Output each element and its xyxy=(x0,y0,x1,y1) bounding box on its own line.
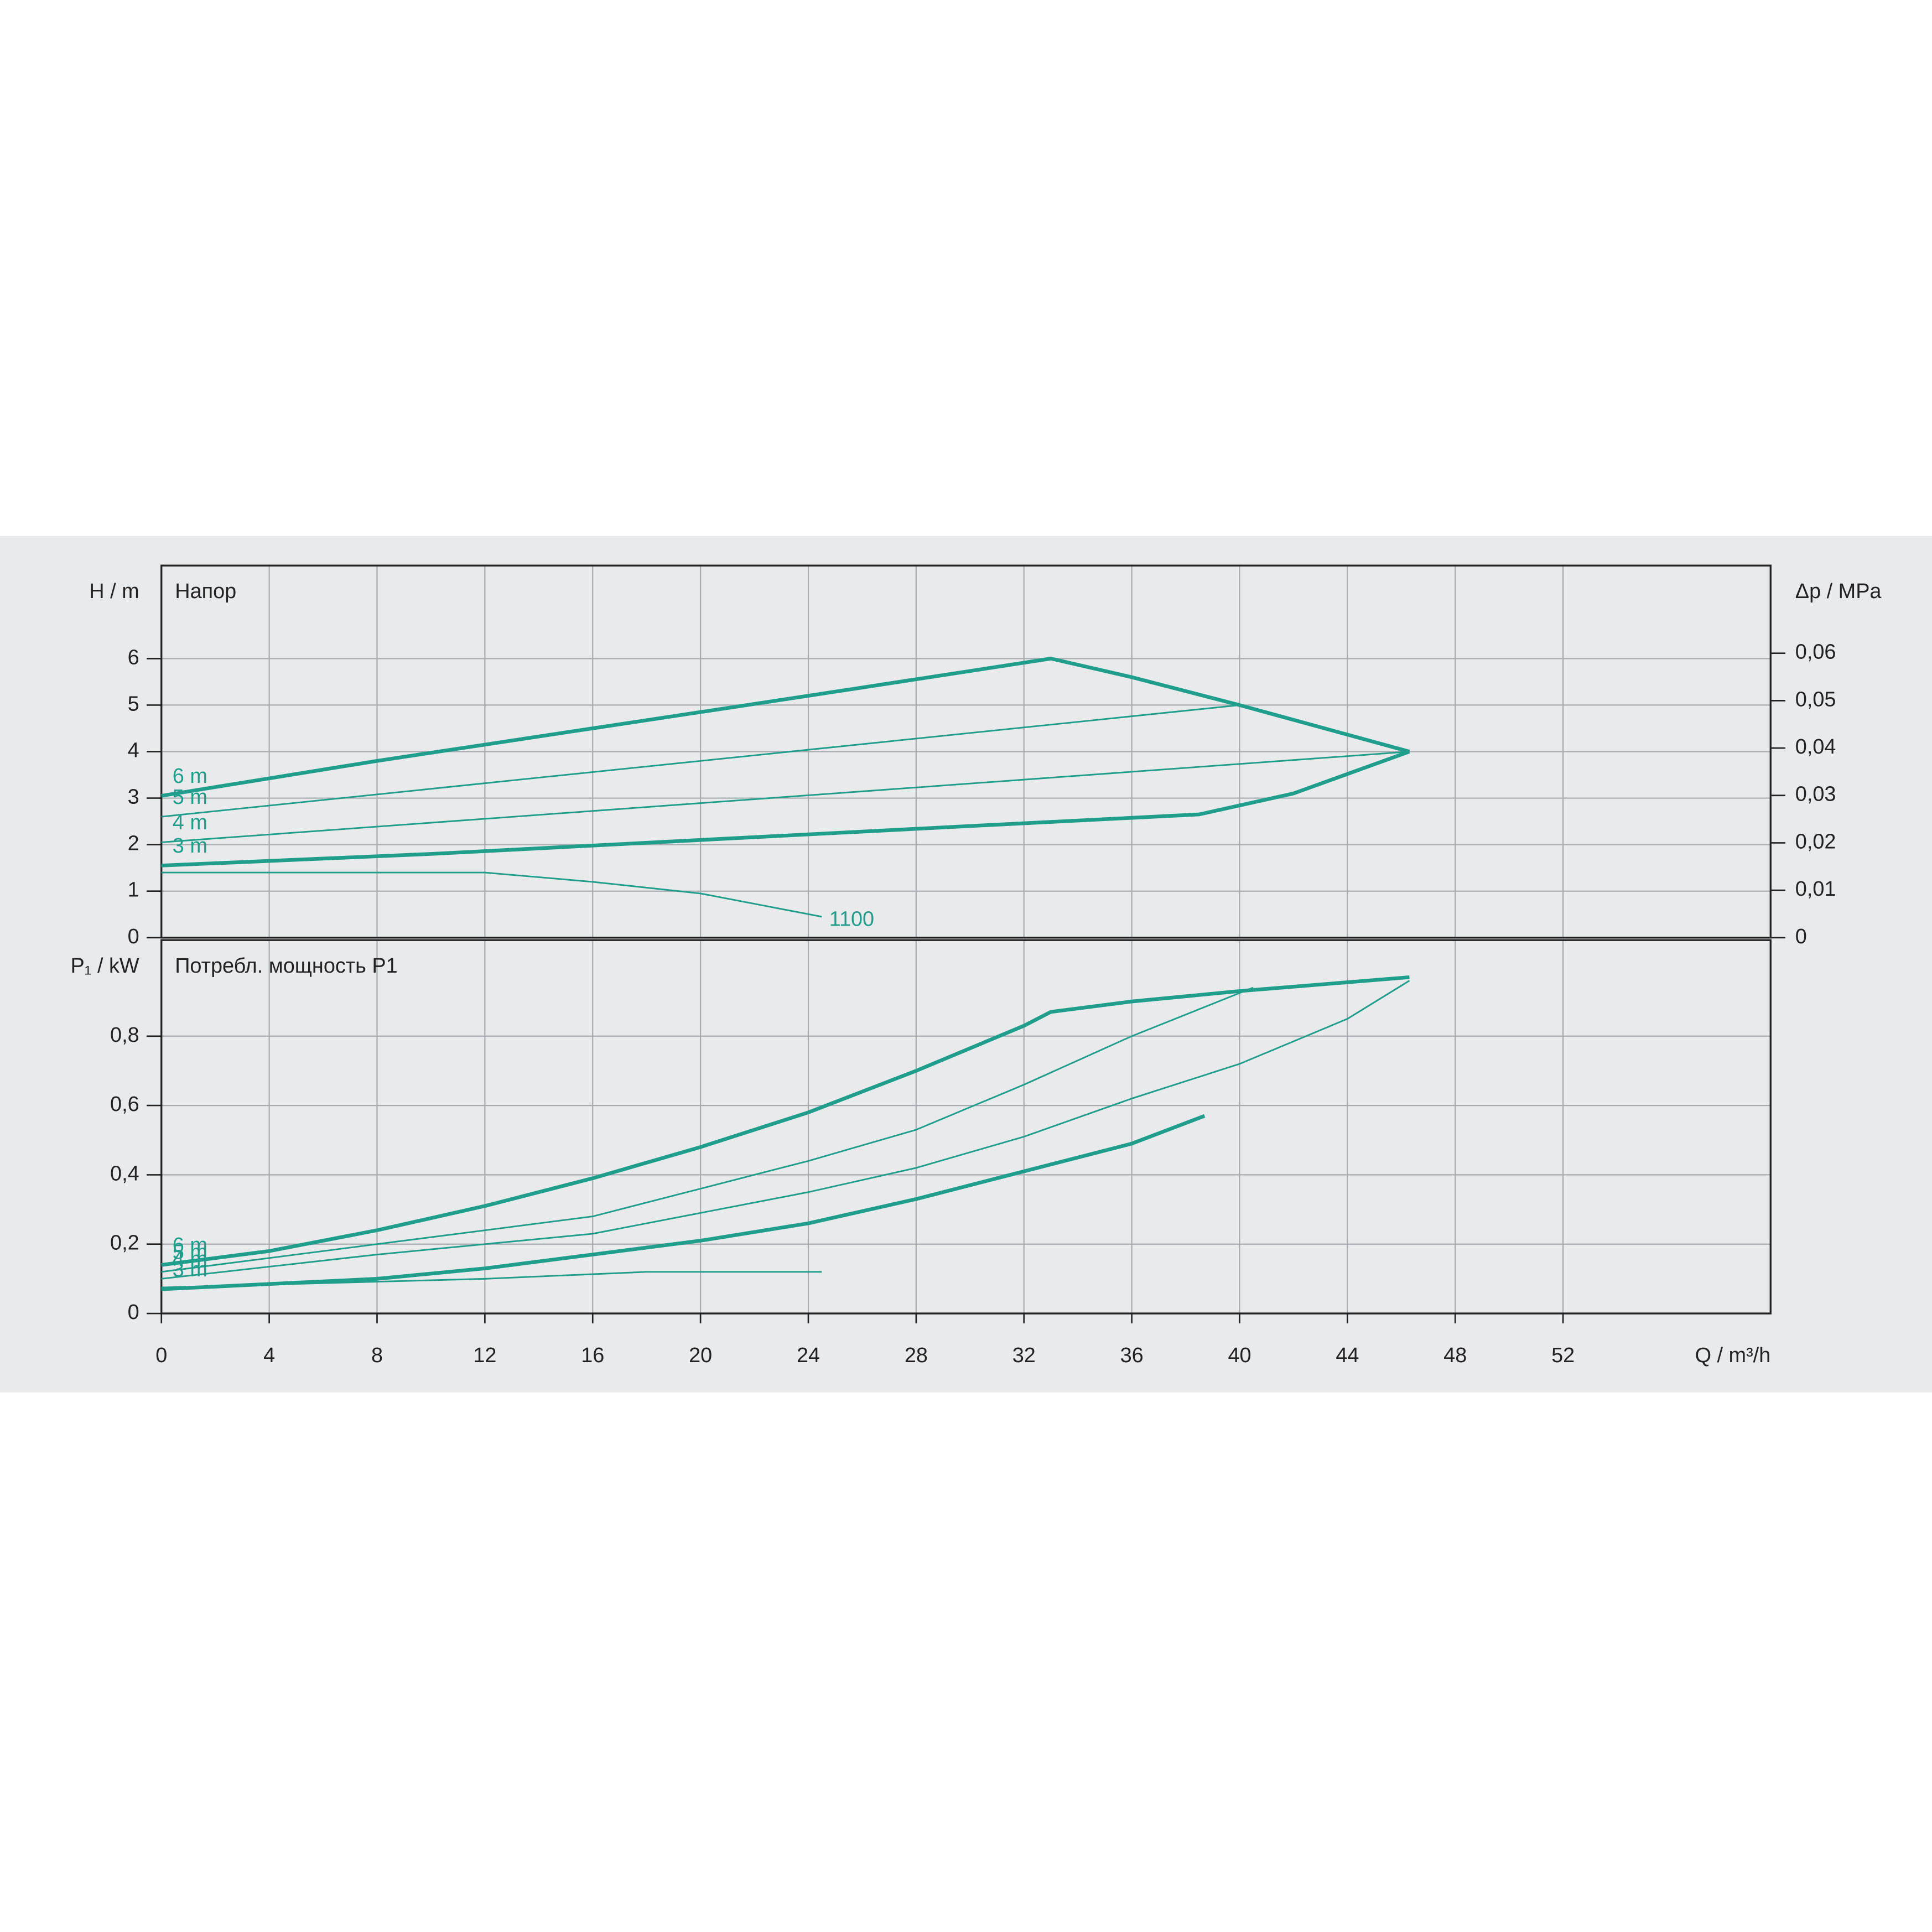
y-tick-label: 0 xyxy=(128,1301,139,1324)
curve xyxy=(161,751,1410,843)
x-axis-label: Q / m³/h xyxy=(1695,1344,1771,1367)
x-tick-label: 16 xyxy=(581,1344,604,1367)
curve xyxy=(161,980,1410,1280)
y2-tick-label: 0 xyxy=(1795,925,1807,948)
x-tick-label: 0 xyxy=(155,1344,167,1367)
y2-tick-label: 0,01 xyxy=(1795,877,1836,901)
chart-band xyxy=(0,536,1932,1393)
curve xyxy=(161,986,1254,1273)
y-tick-label: 0 xyxy=(128,925,139,948)
x-tick-label: 4 xyxy=(263,1344,275,1367)
curve-label: 4 m xyxy=(173,811,207,834)
x-tick-label: 28 xyxy=(905,1344,928,1367)
y2-axis-label: Δp / MPa xyxy=(1795,580,1882,603)
y2-tick-label: 0,03 xyxy=(1795,783,1836,806)
curve-label: 6 m xyxy=(173,765,207,788)
curve xyxy=(161,1114,1206,1291)
panel-title: Потребл. мощность P1 xyxy=(175,954,397,978)
y-tick-label: 0,4 xyxy=(110,1162,139,1185)
x-tick-label: 12 xyxy=(473,1344,496,1367)
x-tick-label: 48 xyxy=(1443,1344,1467,1367)
curve-label: 3 m xyxy=(173,834,207,858)
y2-tick-label: 0,04 xyxy=(1795,735,1836,759)
panel-title: Напор xyxy=(175,580,236,603)
curve xyxy=(161,750,1410,868)
x-tick-label: 32 xyxy=(1012,1344,1036,1367)
y2-tick-label: 0,06 xyxy=(1795,641,1836,664)
y2-tick-label: 0,05 xyxy=(1795,688,1836,711)
curve-label: 3 m xyxy=(173,1258,207,1281)
y-tick-label: 0,8 xyxy=(110,1024,139,1047)
curve xyxy=(161,975,1410,1267)
y2-tick-label: 0,02 xyxy=(1795,830,1836,853)
plot-frame xyxy=(160,564,1772,939)
y-tick-label: 6 xyxy=(128,646,139,669)
curve-label: 1100 xyxy=(829,908,874,931)
x-tick-label: 44 xyxy=(1336,1344,1359,1367)
y-axis-label: H / m xyxy=(89,580,139,603)
x-tick-label: 36 xyxy=(1120,1344,1144,1367)
y-tick-label: 5 xyxy=(128,692,139,715)
y-axis-label: P₁ / kW xyxy=(70,954,139,978)
y-tick-label: 2 xyxy=(128,832,139,855)
x-tick-label: 52 xyxy=(1551,1344,1575,1367)
curve xyxy=(161,871,822,918)
x-tick-label: 8 xyxy=(371,1344,383,1367)
x-tick-label: 24 xyxy=(797,1344,820,1367)
y-tick-label: 3 xyxy=(128,786,139,809)
curve-label: 5 m xyxy=(173,786,207,809)
y-tick-label: 4 xyxy=(128,739,139,762)
plot-frame xyxy=(160,939,1772,1315)
x-tick-label: 20 xyxy=(689,1344,712,1367)
curve-label: 5 m xyxy=(173,1240,207,1264)
x-tick-label: 40 xyxy=(1228,1344,1251,1367)
curve xyxy=(161,1271,822,1289)
y-tick-label: 0,6 xyxy=(110,1093,139,1116)
curve xyxy=(161,704,1410,818)
curve xyxy=(161,657,1410,798)
curve-label: 6 m xyxy=(173,1234,207,1257)
y-tick-label: 1 xyxy=(128,879,139,902)
curve-label: 4 m xyxy=(173,1248,207,1271)
y-tick-label: 0,2 xyxy=(110,1232,139,1255)
